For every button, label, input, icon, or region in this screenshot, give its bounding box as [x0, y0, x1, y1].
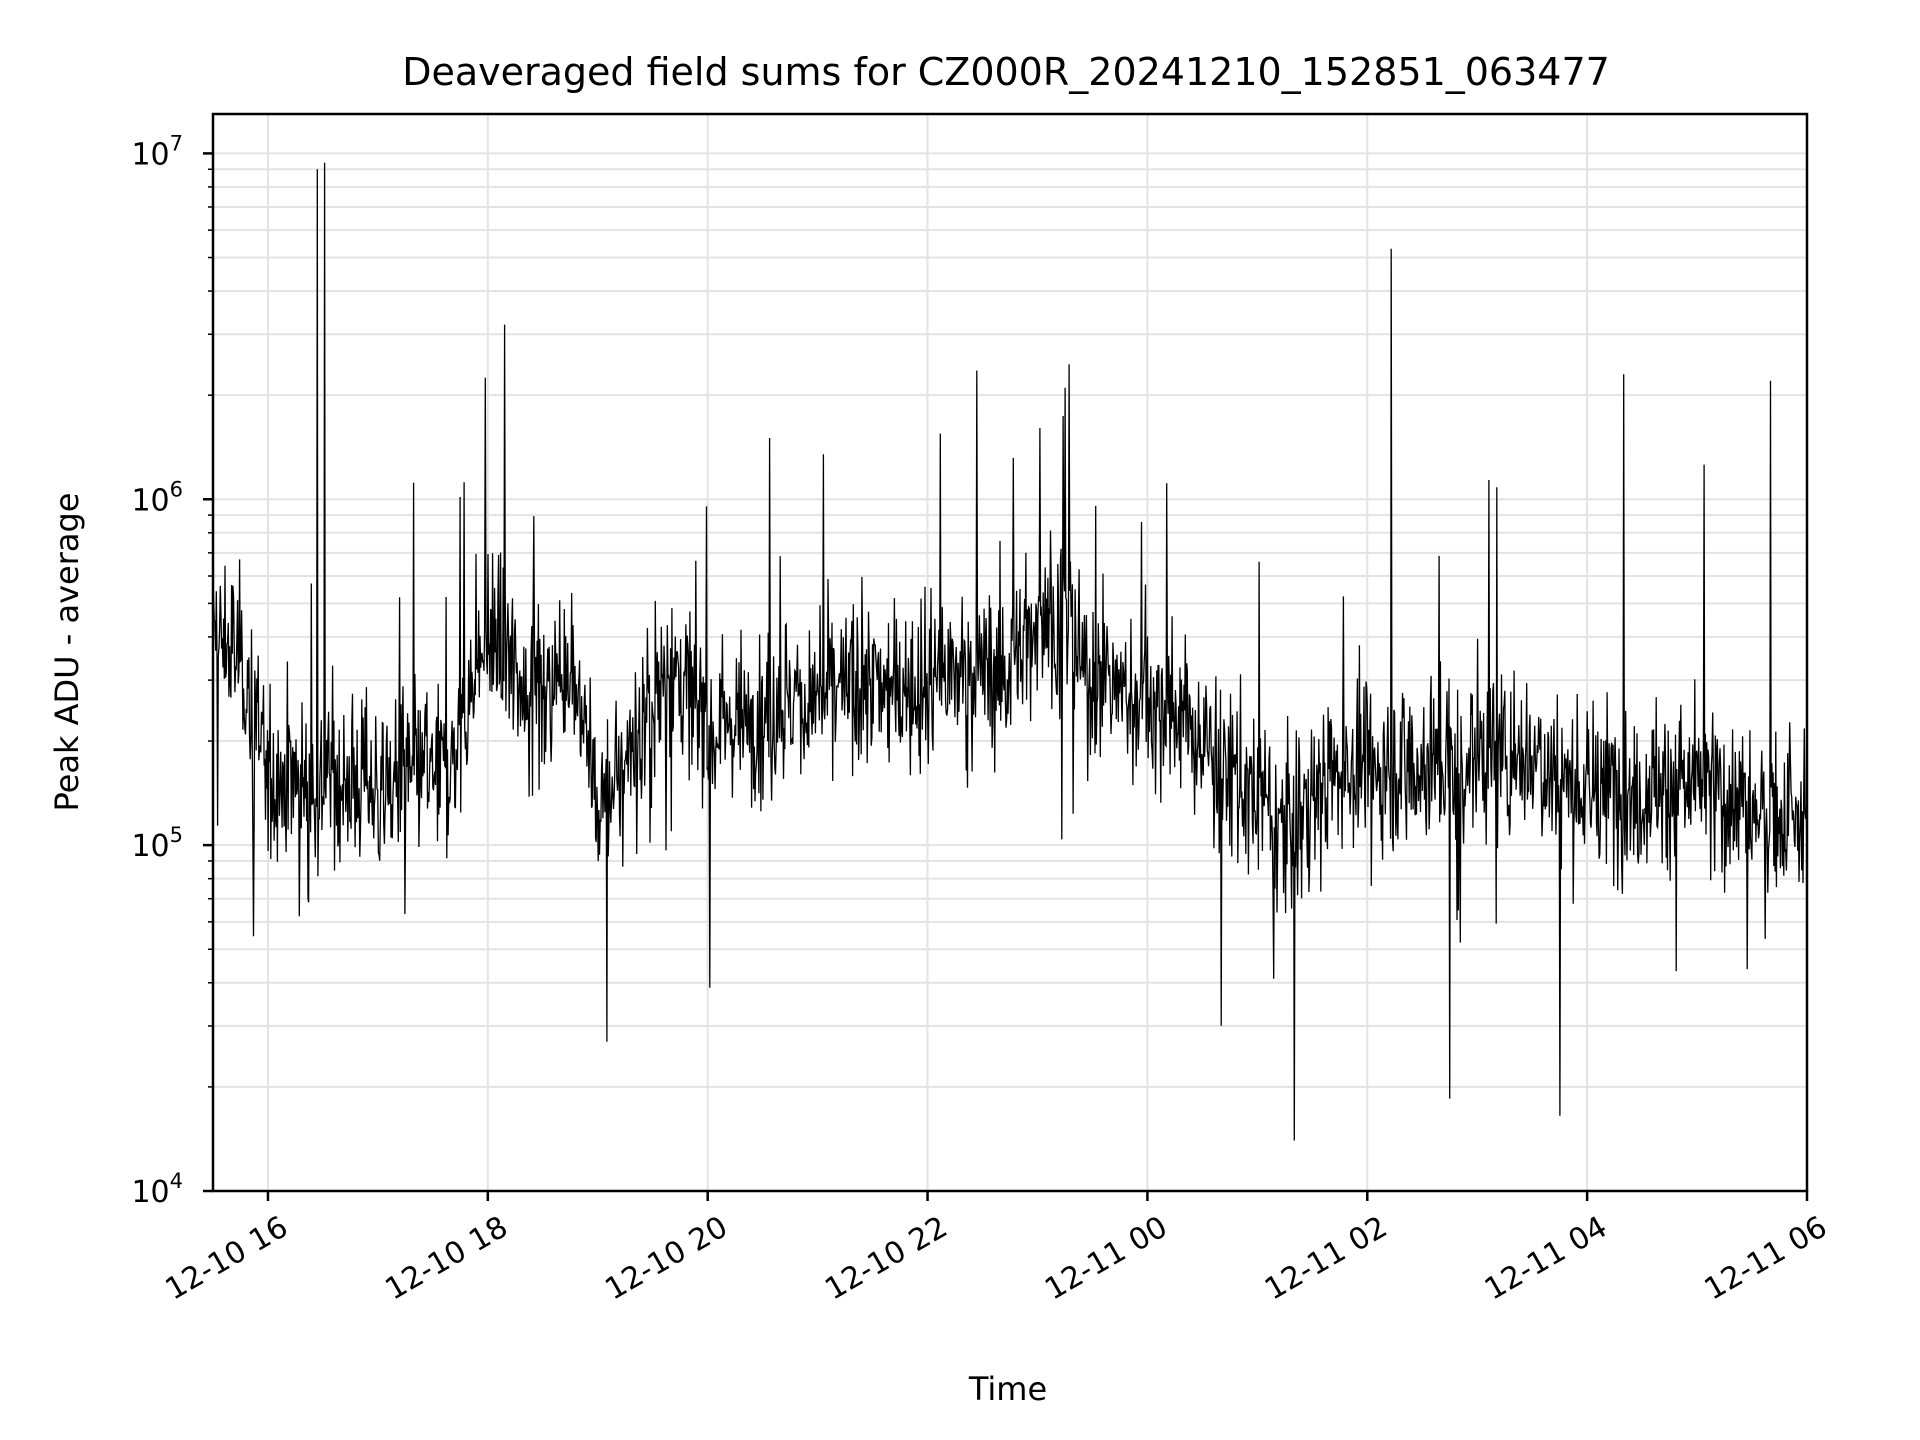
y-axis: 104 105 106 107: [131, 131, 213, 1210]
chart-title: Deaveraged field sums for CZ000R_2024121…: [402, 50, 1610, 94]
y-axis-label: Peak ADU - average: [48, 493, 86, 812]
series-group: [213, 162, 1807, 1141]
x-axis-label: Time: [968, 1370, 1047, 1408]
plot-area-frame: [211, 112, 1809, 1193]
y-tick-label: 107: [131, 131, 183, 172]
y-tick-label: 105: [131, 823, 183, 864]
data-series-line: [213, 162, 1807, 1141]
y-tick-label: 106: [131, 477, 183, 518]
y-tick-label: 104: [131, 1169, 183, 1210]
